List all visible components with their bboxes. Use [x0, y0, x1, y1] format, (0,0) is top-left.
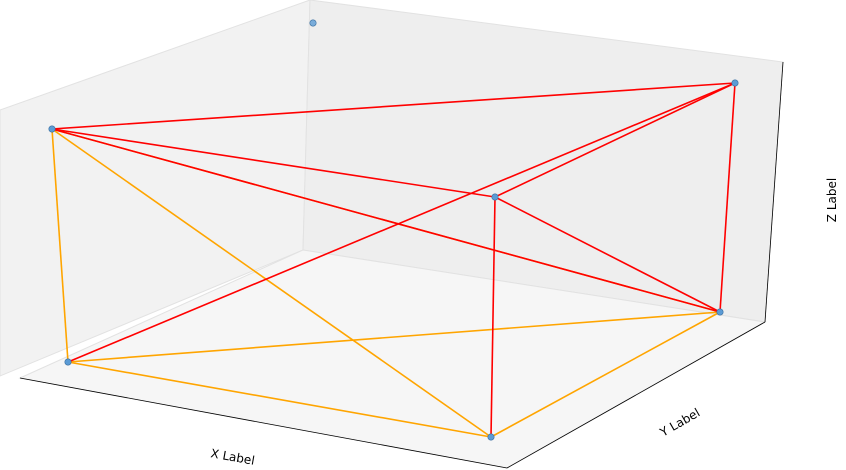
edge-p4-p5	[494, 196, 721, 313]
edge-p3-p4	[494, 82, 736, 198]
data-point-p6	[64, 358, 72, 366]
chart-panes	[0, 0, 784, 469]
edge-p2-p3	[51, 82, 736, 130]
edge-p2-p6	[51, 128, 69, 363]
data-point-p4	[491, 193, 499, 201]
axes	[19, 61, 784, 469]
data-point-p2	[48, 125, 56, 133]
z-axis-label: Z Label	[825, 178, 839, 222]
edge-p2-p4	[51, 128, 496, 198]
edge-p6-p7	[67, 361, 492, 438]
data-point-p5	[716, 308, 724, 316]
y-axis-line	[506, 321, 766, 469]
edge-p2-p5	[51, 128, 721, 313]
markers	[48, 19, 739, 441]
z-axis-line	[764, 61, 784, 323]
edge-p2-p7	[51, 128, 492, 438]
edge-p3-p5	[719, 82, 736, 313]
x-axis-line	[19, 377, 508, 469]
edge-p7-p5	[490, 311, 721, 438]
x-axis-label: X Label	[210, 446, 256, 468]
y-axis-label: Y Label	[657, 406, 703, 440]
edge-p6-p5	[67, 311, 721, 363]
edge-p4-p7	[490, 196, 496, 438]
edge-p3-p6	[67, 82, 736, 363]
data-point-p3	[731, 79, 739, 87]
data-point-p1	[309, 19, 317, 27]
edges	[51, 82, 736, 438]
data-point-p7	[487, 433, 495, 441]
